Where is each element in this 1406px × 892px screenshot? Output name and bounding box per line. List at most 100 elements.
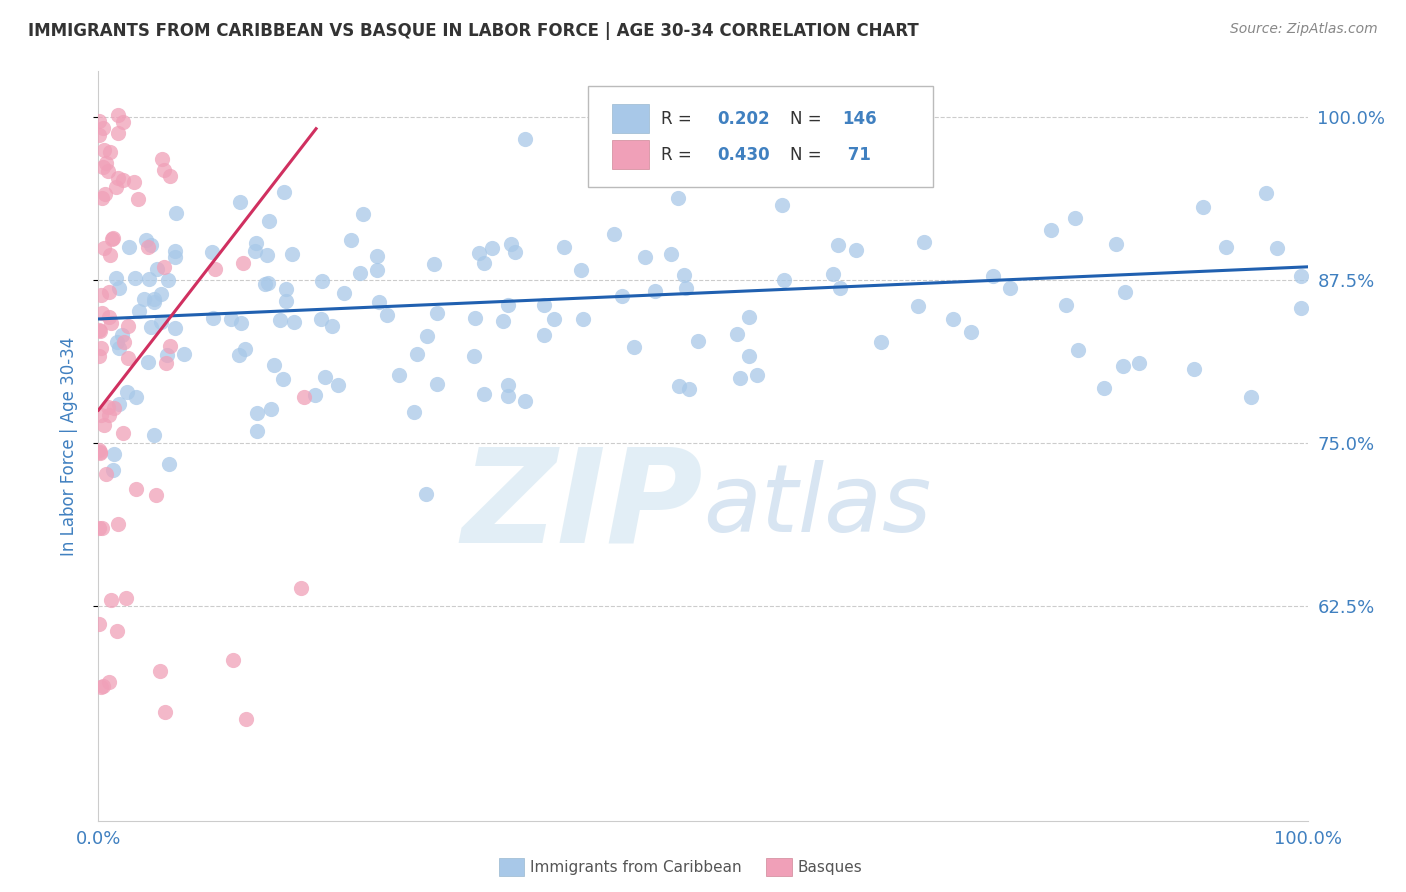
Point bbox=[145, 488, 167, 502]
Bar bbox=[613, 140, 648, 169]
Point bbox=[105, 180, 128, 194]
Text: 0.202: 0.202 bbox=[717, 110, 770, 128]
Point bbox=[107, 126, 129, 140]
Point bbox=[603, 227, 626, 241]
Point bbox=[201, 310, 224, 325]
Point bbox=[610, 289, 633, 303]
Point bbox=[496, 298, 519, 312]
Point bbox=[157, 273, 180, 287]
Point bbox=[142, 292, 165, 306]
Point bbox=[138, 272, 160, 286]
Point bbox=[98, 285, 121, 300]
Point bbox=[659, 246, 682, 260]
Point bbox=[1064, 211, 1087, 226]
Point bbox=[156, 348, 179, 362]
Point bbox=[97, 408, 120, 422]
Point bbox=[257, 277, 280, 291]
Point bbox=[124, 270, 146, 285]
Point bbox=[472, 255, 495, 269]
Point bbox=[321, 318, 343, 333]
Point bbox=[117, 351, 139, 366]
Point bbox=[941, 312, 963, 326]
Point bbox=[112, 335, 135, 350]
Point bbox=[472, 386, 495, 401]
Point bbox=[98, 248, 121, 262]
Point bbox=[292, 390, 315, 404]
Point bbox=[533, 298, 555, 312]
Point bbox=[146, 262, 169, 277]
Bar bbox=[613, 104, 648, 133]
Point bbox=[93, 417, 115, 432]
Point bbox=[157, 458, 180, 472]
Point bbox=[366, 262, 388, 277]
Point bbox=[339, 233, 361, 247]
Point bbox=[254, 277, 277, 292]
Text: ZIP: ZIP bbox=[461, 442, 703, 569]
Point bbox=[349, 266, 371, 280]
Point bbox=[97, 675, 120, 690]
Point bbox=[467, 246, 489, 260]
Point bbox=[304, 387, 326, 401]
Point bbox=[135, 233, 157, 247]
Point bbox=[1128, 356, 1150, 370]
Point bbox=[1067, 343, 1090, 357]
Point bbox=[738, 350, 761, 364]
Point bbox=[103, 447, 125, 461]
Point bbox=[623, 340, 645, 354]
Point bbox=[644, 284, 666, 298]
Point bbox=[228, 348, 250, 362]
Text: 0.430: 0.430 bbox=[717, 145, 770, 163]
Point bbox=[827, 238, 849, 252]
Point bbox=[513, 132, 536, 146]
Point bbox=[221, 311, 243, 326]
Point bbox=[89, 324, 111, 338]
Text: Immigrants from Caribbean: Immigrants from Caribbean bbox=[530, 860, 742, 874]
Point bbox=[1054, 298, 1077, 312]
Point bbox=[375, 308, 398, 322]
Point bbox=[271, 371, 294, 385]
Point bbox=[423, 256, 446, 270]
Point bbox=[235, 712, 257, 726]
Point bbox=[281, 247, 304, 261]
Point bbox=[745, 368, 768, 382]
Point bbox=[90, 341, 112, 355]
Point bbox=[150, 152, 173, 166]
Point bbox=[204, 262, 226, 277]
Point bbox=[1265, 241, 1288, 255]
Point bbox=[1182, 362, 1205, 376]
Point bbox=[229, 195, 252, 210]
Text: Source: ZipAtlas.com: Source: ZipAtlas.com bbox=[1230, 22, 1378, 37]
Point bbox=[1114, 285, 1136, 300]
Point bbox=[153, 163, 176, 178]
Point bbox=[328, 377, 350, 392]
Point bbox=[830, 281, 852, 295]
Point bbox=[90, 521, 112, 535]
Point bbox=[1289, 301, 1312, 316]
Point bbox=[97, 164, 120, 178]
Point bbox=[112, 425, 135, 440]
Point bbox=[675, 281, 697, 295]
Point bbox=[283, 315, 305, 329]
Point bbox=[112, 172, 135, 186]
Point bbox=[498, 377, 520, 392]
Point bbox=[159, 339, 181, 353]
Point bbox=[821, 267, 844, 281]
Point bbox=[1112, 359, 1135, 373]
Point bbox=[845, 244, 868, 258]
Point bbox=[499, 236, 522, 251]
Point bbox=[245, 235, 267, 250]
Point bbox=[89, 349, 111, 363]
Point bbox=[503, 244, 526, 259]
Point bbox=[103, 463, 125, 477]
Point bbox=[869, 334, 891, 349]
Point bbox=[139, 319, 162, 334]
Point bbox=[90, 288, 112, 302]
Point bbox=[141, 238, 163, 252]
Point bbox=[406, 346, 429, 360]
Point bbox=[91, 680, 114, 694]
Point bbox=[772, 273, 794, 287]
Point bbox=[543, 311, 565, 326]
Point bbox=[90, 681, 112, 695]
Point bbox=[668, 379, 690, 393]
Point bbox=[725, 327, 748, 342]
